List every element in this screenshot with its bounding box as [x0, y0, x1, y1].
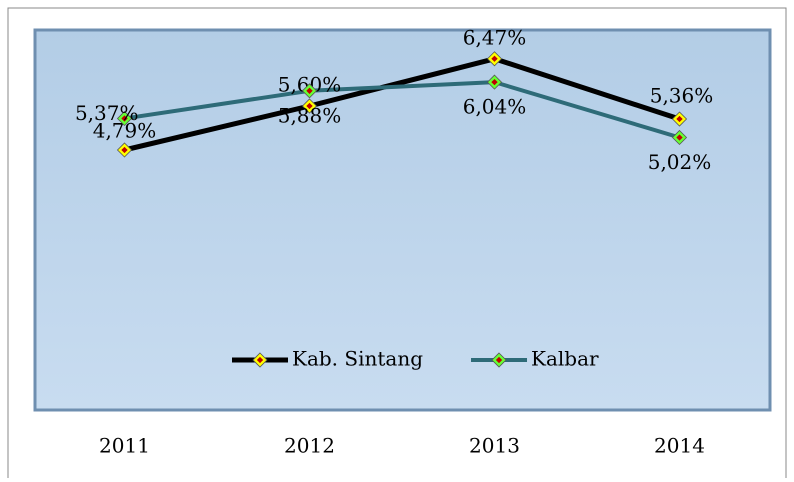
data-label: 5,36%: [650, 84, 714, 108]
marker: [671, 129, 688, 146]
legend-marker: [491, 352, 507, 368]
plot-area: [33, 28, 772, 412]
data-label: 5,37%: [75, 101, 139, 125]
series-line: [123, 56, 681, 153]
data-label: 6,47%: [463, 25, 527, 49]
marker: [116, 110, 133, 127]
marker: [486, 74, 503, 90]
x-tick-label: 2014: [654, 434, 705, 458]
marker: [301, 83, 318, 99]
marker: [301, 98, 318, 114]
data-label: 5,88%: [278, 103, 342, 127]
data-label: 6,04%: [463, 95, 527, 119]
legend-marker: [252, 352, 268, 368]
legend-label: Kab. Sintang: [292, 347, 423, 371]
frame: [7, 7, 787, 478]
data-label: 5,02%: [648, 150, 712, 174]
x-tick-label: 2013: [469, 434, 520, 458]
x-tick-label: 2012: [284, 434, 335, 458]
legend-label: Kalbar: [531, 347, 599, 371]
marker: [116, 142, 133, 158]
marker: [486, 51, 503, 67]
x-tick-label: 2011: [99, 434, 150, 458]
series-line: [124, 80, 681, 140]
marker: [671, 111, 688, 127]
